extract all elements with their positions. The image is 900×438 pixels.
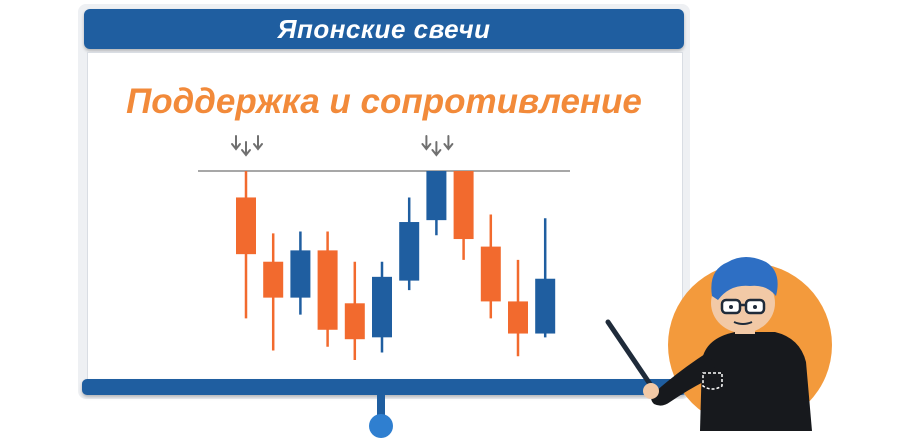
bullish-candle (399, 222, 420, 281)
pocket (702, 372, 723, 390)
slide-subtitle: Поддержка и сопротивление (126, 82, 642, 121)
bearish-candle (480, 246, 501, 302)
candles (236, 171, 556, 360)
presenter-hair (711, 257, 778, 300)
down-arrow-icon (231, 135, 241, 151)
bullish-candle (535, 278, 556, 334)
down-arrow-icon (443, 135, 454, 151)
bearish-candle (317, 250, 338, 330)
presenter-arm (651, 352, 718, 406)
arrow-markers (231, 135, 454, 157)
presenter-body (700, 332, 812, 431)
down-arrow-icon (253, 135, 263, 151)
title-banner: Японские свечи (84, 9, 684, 49)
pointer-stick-icon (605, 319, 653, 387)
down-arrow-icon (421, 135, 432, 151)
bullish-candle (372, 276, 392, 338)
down-arrow-icon (431, 141, 442, 157)
mouth (733, 321, 753, 325)
down-arrow-icon (241, 141, 251, 157)
bearish-candle (453, 171, 474, 240)
page-title: Японские свечи (277, 13, 491, 44)
bullish-candle (290, 250, 311, 298)
eye (753, 305, 757, 309)
board-stand (377, 395, 385, 421)
bearish-candle (236, 197, 256, 255)
bearish-candle (344, 303, 365, 340)
presenter-hand (643, 383, 659, 399)
bearish-candle (263, 261, 284, 298)
bullish-candle (426, 171, 447, 221)
eye (729, 305, 733, 309)
bearish-candle (508, 301, 528, 334)
board-bottom-bar (82, 379, 687, 395)
